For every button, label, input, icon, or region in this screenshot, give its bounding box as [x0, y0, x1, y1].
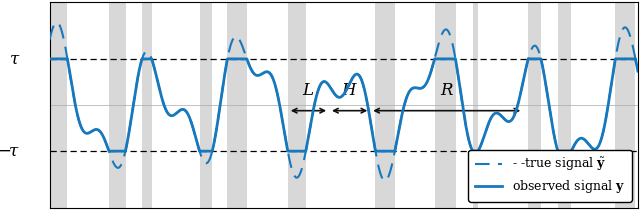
Bar: [473, 2, 478, 208]
Text: $-\!\tau$: $-\!\tau$: [0, 143, 20, 160]
Bar: [528, 2, 541, 208]
Bar: [288, 2, 306, 208]
Text: $H$: $H$: [341, 82, 358, 99]
Bar: [142, 2, 152, 208]
Bar: [200, 2, 212, 208]
Text: $R$: $R$: [440, 82, 454, 99]
Text: $\tau$: $\tau$: [9, 50, 20, 67]
Bar: [376, 2, 395, 208]
Bar: [109, 2, 125, 208]
Bar: [227, 2, 247, 208]
Legend: - -true signal $\tilde{\mathbf{y}}$, observed signal $\mathbf{y}$: - -true signal $\tilde{\mathbf{y}}$, obs…: [468, 150, 632, 202]
Bar: [50, 2, 67, 208]
Bar: [616, 2, 636, 208]
Bar: [435, 2, 456, 208]
Text: $L$: $L$: [302, 82, 315, 99]
Bar: [558, 2, 572, 208]
